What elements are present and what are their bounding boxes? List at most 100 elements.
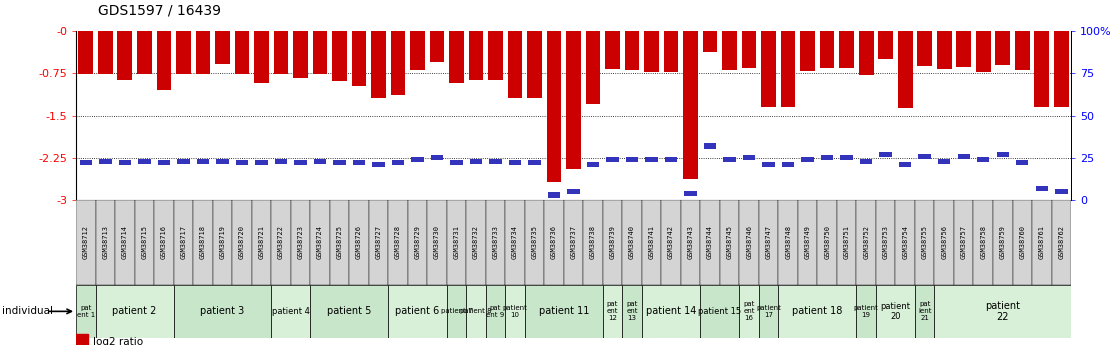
Bar xyxy=(215,31,229,64)
Text: GSM38758: GSM38758 xyxy=(980,225,986,259)
FancyBboxPatch shape xyxy=(720,200,739,285)
FancyBboxPatch shape xyxy=(954,200,974,285)
Bar xyxy=(567,189,580,194)
Bar xyxy=(411,157,424,162)
Bar xyxy=(372,162,385,167)
Text: GSM38715: GSM38715 xyxy=(141,225,148,259)
Bar xyxy=(76,334,88,345)
FancyBboxPatch shape xyxy=(388,200,408,285)
FancyBboxPatch shape xyxy=(915,285,935,338)
FancyBboxPatch shape xyxy=(272,285,310,338)
Bar xyxy=(216,159,228,164)
FancyBboxPatch shape xyxy=(915,200,935,285)
FancyBboxPatch shape xyxy=(447,285,466,338)
Text: GSM38751: GSM38751 xyxy=(844,225,850,259)
Bar xyxy=(275,159,287,164)
Bar xyxy=(489,31,503,80)
FancyBboxPatch shape xyxy=(837,200,856,285)
Bar xyxy=(819,31,834,68)
Text: GSM38731: GSM38731 xyxy=(454,225,459,259)
Text: GSM38718: GSM38718 xyxy=(200,225,206,259)
FancyBboxPatch shape xyxy=(1032,200,1052,285)
Text: GSM38744: GSM38744 xyxy=(707,225,713,259)
Bar xyxy=(1035,186,1048,191)
FancyBboxPatch shape xyxy=(388,285,447,338)
Bar xyxy=(1016,160,1029,166)
Bar xyxy=(626,157,638,162)
Text: GSM38712: GSM38712 xyxy=(83,225,88,259)
FancyBboxPatch shape xyxy=(505,285,524,338)
Text: pat
ent
13: pat ent 13 xyxy=(626,302,637,321)
FancyBboxPatch shape xyxy=(739,200,759,285)
FancyBboxPatch shape xyxy=(739,285,759,338)
Bar xyxy=(841,155,853,160)
Text: GSM38753: GSM38753 xyxy=(883,225,889,259)
Text: GSM38761: GSM38761 xyxy=(1039,225,1045,259)
Text: GSM38748: GSM38748 xyxy=(785,225,792,259)
Bar xyxy=(119,160,131,166)
Bar xyxy=(314,159,326,164)
Text: patient 8: patient 8 xyxy=(461,308,492,314)
Text: patient 4: patient 4 xyxy=(272,307,310,316)
Text: patient 6: patient 6 xyxy=(396,306,439,316)
Text: patient 2: patient 2 xyxy=(113,306,157,316)
Bar xyxy=(723,157,736,162)
Bar xyxy=(470,159,482,164)
FancyBboxPatch shape xyxy=(349,200,369,285)
FancyBboxPatch shape xyxy=(875,200,896,285)
Bar xyxy=(684,191,697,196)
Text: GSM38722: GSM38722 xyxy=(278,225,284,259)
Bar xyxy=(139,159,151,164)
Bar xyxy=(548,193,560,198)
FancyBboxPatch shape xyxy=(662,200,681,285)
Bar xyxy=(704,144,717,149)
Text: GSM38723: GSM38723 xyxy=(297,225,303,259)
FancyBboxPatch shape xyxy=(466,200,485,285)
FancyBboxPatch shape xyxy=(856,200,875,285)
Bar xyxy=(781,162,795,167)
Bar xyxy=(235,31,249,74)
FancyBboxPatch shape xyxy=(173,200,193,285)
Bar xyxy=(294,160,306,166)
Text: patient
20: patient 20 xyxy=(881,302,910,321)
Bar xyxy=(451,160,463,166)
FancyBboxPatch shape xyxy=(154,200,173,285)
FancyBboxPatch shape xyxy=(935,200,954,285)
FancyBboxPatch shape xyxy=(623,200,642,285)
FancyBboxPatch shape xyxy=(584,200,603,285)
Bar xyxy=(528,31,542,98)
Bar xyxy=(683,31,698,179)
Text: GSM38727: GSM38727 xyxy=(376,225,381,259)
FancyBboxPatch shape xyxy=(603,285,623,338)
Bar xyxy=(898,31,912,108)
Bar xyxy=(780,31,796,107)
FancyBboxPatch shape xyxy=(193,200,212,285)
Bar xyxy=(919,154,931,159)
Text: pat
ient
21: pat ient 21 xyxy=(918,302,931,321)
FancyBboxPatch shape xyxy=(642,200,662,285)
Text: GSM38726: GSM38726 xyxy=(356,225,362,259)
Bar xyxy=(274,31,288,74)
Bar xyxy=(606,157,618,162)
Bar xyxy=(840,31,854,68)
Text: GSM38721: GSM38721 xyxy=(258,225,264,259)
FancyBboxPatch shape xyxy=(134,200,154,285)
Text: patient
22: patient 22 xyxy=(985,300,1021,322)
Text: GSM38752: GSM38752 xyxy=(863,225,869,259)
Bar xyxy=(293,31,307,78)
Text: GSM38713: GSM38713 xyxy=(102,225,108,259)
FancyBboxPatch shape xyxy=(817,200,837,285)
Text: GSM38732: GSM38732 xyxy=(473,225,479,259)
Bar xyxy=(429,31,444,62)
Text: pat
ent 9: pat ent 9 xyxy=(486,305,504,318)
FancyBboxPatch shape xyxy=(623,285,642,338)
Bar xyxy=(98,31,113,74)
Bar xyxy=(138,31,152,74)
Bar xyxy=(1055,189,1068,194)
Bar xyxy=(977,157,989,162)
Text: GSM38714: GSM38714 xyxy=(122,225,127,259)
Bar xyxy=(333,160,345,166)
Text: patient 5: patient 5 xyxy=(326,306,371,316)
FancyBboxPatch shape xyxy=(993,200,1013,285)
Text: GSM38719: GSM38719 xyxy=(219,225,226,259)
